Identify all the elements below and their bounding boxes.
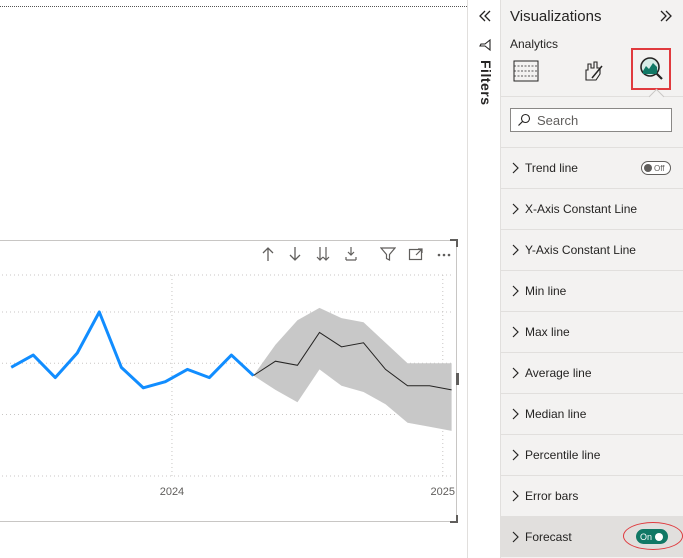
search-box[interactable] [510,108,672,132]
analytics-item-median-line[interactable]: Median line [501,393,683,434]
trend-toggle-label: Off [654,163,665,173]
resize-corner-top-right[interactable] [450,239,458,247]
actual-line [10,310,255,390]
analytics-item-label: Y-Axis Constant Line [525,243,636,257]
drill-up-icon[interactable] [258,244,278,264]
analytics-item-average-line[interactable]: Average line [501,352,683,393]
expand-right-icon[interactable] [657,7,675,25]
report-canvas: 2024 2025 [0,6,467,523]
analytics-item-label: Forecast [525,530,572,544]
chevron-right-icon [511,367,521,379]
build-visual-tab-icon[interactable] [511,56,541,86]
filter-icon[interactable] [378,244,398,264]
analytics-item-percentile-line[interactable]: Percentile line [501,434,683,475]
chevron-right-icon [511,244,521,256]
chevron-right-icon [511,449,521,461]
expand-next-level-icon[interactable] [341,244,361,264]
canvas-top-border [0,6,467,7]
trend-line-toggle[interactable]: Off [641,161,671,175]
forecast-confidence-band [253,307,452,431]
analytics-item-label: X-Axis Constant Line [525,202,638,216]
filter-funnel-icon [478,37,492,52]
chevron-right-icon [511,531,521,543]
chevron-right-icon [511,162,521,174]
analytics-label: Analytics [510,37,559,51]
focus-mode-icon[interactable] [406,244,426,264]
line-chart-visual[interactable]: 2024 2025 [0,239,459,523]
analytics-item-label: Average line [525,366,592,380]
analytics-item-label: Median line [525,407,587,421]
chart-plot: 2024 2025 [0,274,455,498]
analytics-item-label: Min line [525,284,567,298]
search-icon [517,113,531,127]
selected-tab-pointer [648,88,665,105]
resize-corner-bottom-right[interactable] [450,515,458,523]
x-tick-label: 2025 [431,486,455,498]
analytics-item-x-axis-constant-line[interactable]: X-Axis Constant Line [501,188,683,229]
filters-pane-collapsed[interactable]: Filters [467,0,501,558]
forecast-toggle[interactable]: On [636,529,668,544]
resize-handle-right[interactable] [456,373,459,385]
chevron-right-icon [511,285,521,297]
analytics-item-min-line[interactable]: Min line [501,270,683,311]
analytics-item-error-bars[interactable]: Error bars [501,475,683,516]
drill-down-icon[interactable] [285,244,305,264]
toggle-knob [655,532,664,541]
toggle-knob [644,164,652,172]
expand-all-down-icon[interactable] [313,244,333,264]
chevron-right-icon [511,203,521,215]
analytics-item-label: Percentile line [525,448,601,462]
chevron-right-icon [511,408,521,420]
forecast-toggle-label: On [640,531,653,542]
visualizations-title: Visualizations [510,8,602,25]
more-options-icon[interactable] [434,244,454,264]
analytics-item-label: Error bars [525,489,579,503]
pane-divider [501,96,683,97]
chevron-right-icon [511,326,521,338]
analytics-item-label: Trend line [525,161,578,175]
analytics-item-label: Max line [525,325,570,339]
x-tick-label: 2024 [160,486,184,498]
x-axis-ticks: 2024 2025 [160,486,455,498]
visualizations-pane: Visualizations Analytics Trend line X-Axi… [500,0,683,558]
format-visual-tab-icon[interactable] [578,56,608,86]
analytics-item-max-line[interactable]: Max line [501,311,683,352]
search-input[interactable] [535,111,659,129]
analytics-item-trend-line[interactable]: Trend line [501,147,683,188]
analytics-item-y-axis-constant-line[interactable]: Y-Axis Constant Line [501,229,683,270]
collapse-left-icon[interactable] [477,8,493,24]
chevron-right-icon [511,490,521,502]
filters-label[interactable]: Filters [478,60,494,106]
forecast-line [253,331,452,391]
analytics-tab-icon[interactable] [631,48,671,90]
